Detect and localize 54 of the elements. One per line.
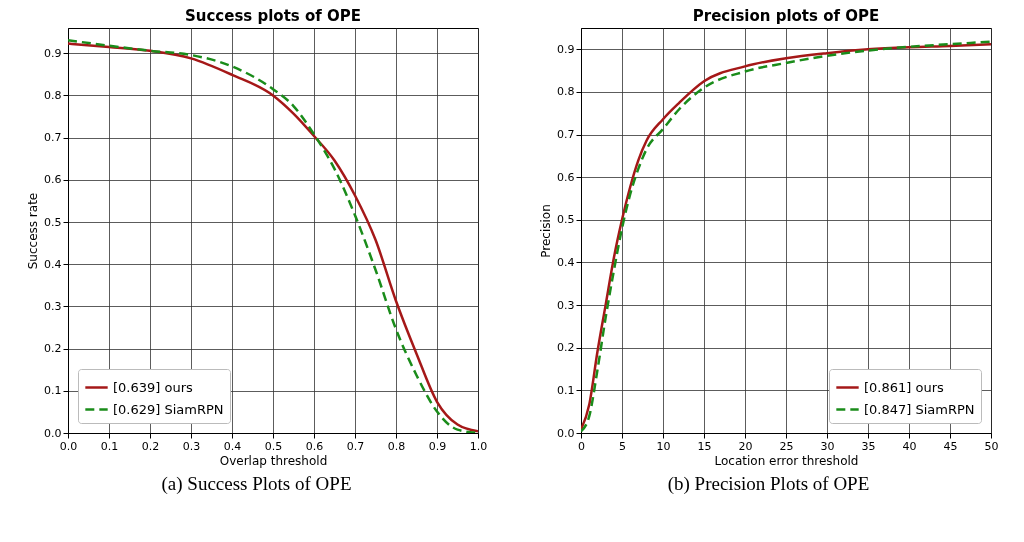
y-tick-label: 0.3	[557, 298, 575, 312]
x-tick-label: 0.8	[387, 439, 406, 453]
x-tick-label: 0.0	[59, 439, 78, 453]
legend-label: [0.861] ours	[864, 379, 945, 395]
y-tick-label: 0.2	[557, 341, 575, 355]
x-tick-label: 0.1	[100, 439, 119, 453]
y-tick-label: 0.1	[557, 383, 575, 397]
y-tick-label: 0.6	[557, 170, 575, 184]
y-tick-label: 0.9	[557, 42, 575, 56]
x-tick-label: 40	[902, 439, 917, 453]
x-tick-label: 45	[943, 439, 958, 453]
x-tick-label: 30	[820, 439, 835, 453]
x-tick-label: 0.9	[428, 439, 447, 453]
legend-label: [0.847] SiamRPN	[864, 401, 975, 417]
x-tick-label: 15	[697, 439, 712, 453]
x-tick-label: 0.3	[182, 439, 201, 453]
y-tick-label: 0.7	[44, 131, 62, 145]
x-tick-label: 1.0	[469, 439, 488, 453]
legend-label: [0.639] ours	[113, 379, 194, 395]
y-tick-label: 0.1	[44, 384, 62, 398]
y-axis-title: Precision	[539, 204, 554, 258]
x-tick-label: 0.7	[346, 439, 365, 453]
x-tick-label: 25	[779, 439, 794, 453]
y-tick-label: 0.8	[44, 89, 62, 102]
y-tick-label: 0.7	[557, 128, 575, 142]
y-tick-label: 0.9	[44, 46, 62, 60]
text: (a) Success Plots of OPE	[161, 473, 352, 495]
chart-title: Precision plots of OPE	[692, 7, 880, 25]
x-tick-label: 35	[861, 439, 876, 453]
y-tick-label: 0.4	[557, 255, 575, 269]
y-tick-label: 0.5	[557, 213, 575, 227]
y-axis-title: Success rate	[26, 192, 41, 270]
x-axis-title: Overlap threshold	[219, 453, 328, 468]
y-tick-label: 0.4	[44, 257, 62, 271]
x-tick-label: 5	[619, 439, 626, 453]
legend-label: [0.629] SiamRPN	[113, 401, 224, 417]
chart-title: Success plots of OPE	[184, 7, 362, 25]
y-tick-label: 0.8	[557, 85, 575, 99]
y-tick-label: 0.2	[44, 342, 62, 356]
x-tick-label: 0.5	[264, 439, 283, 453]
x-tick-label: 20	[738, 439, 753, 453]
y-tick-label: 0.0	[44, 426, 62, 440]
y-tick-label: 0.0	[557, 426, 575, 440]
y-tick-label: 0.6	[44, 173, 62, 187]
text: (b) Precision Plots of OPE	[667, 473, 870, 495]
x-axis-title: Location error threshold	[714, 453, 859, 468]
y-tick-label: 0.5	[44, 215, 62, 229]
x-tick-label: 0	[578, 439, 585, 453]
x-tick-label: 0.6	[305, 439, 324, 453]
y-tick-label: 0.3	[44, 299, 62, 313]
x-tick-label: 0.2	[141, 439, 160, 453]
x-tick-label: 10	[656, 439, 671, 453]
x-tick-label: 0.4	[223, 439, 242, 453]
x-tick-label: 50	[984, 439, 999, 453]
